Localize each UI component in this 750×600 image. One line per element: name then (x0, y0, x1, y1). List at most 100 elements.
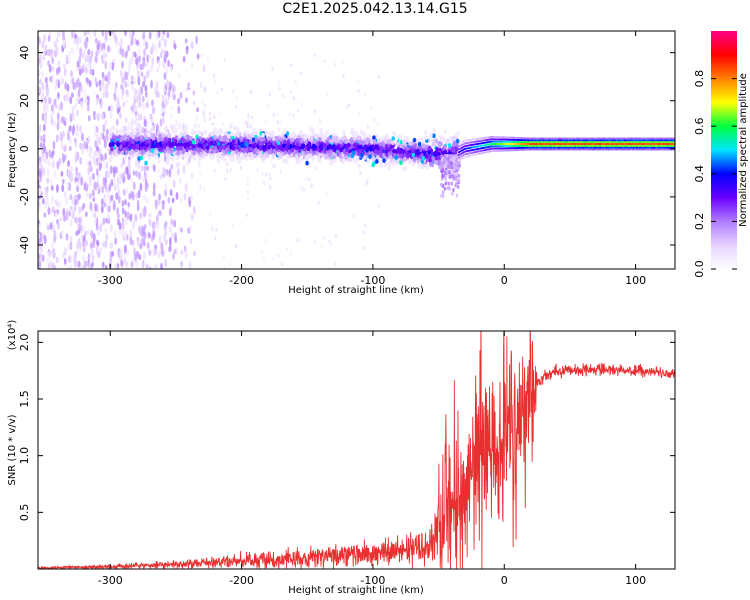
spectrogram-signal-mark (454, 162, 457, 167)
spectrogram-noise-mark (165, 66, 169, 75)
spectrogram-noise-mark (59, 216, 63, 222)
spectrogram-noise-mark (56, 31, 60, 39)
spectrogram-noise-mark (334, 262, 337, 267)
spectrogram-noise-mark (262, 256, 265, 261)
spectrogram-noise-mark (93, 212, 97, 219)
spectrogram-noise-mark (82, 224, 85, 232)
spectrogram-noise-mark (190, 173, 194, 179)
spectrogram-signal-mark (396, 141, 400, 147)
spectrogram-noise-mark (63, 68, 67, 76)
spectrogram-noise-mark (145, 231, 149, 239)
spectrogram-noise-mark (137, 76, 141, 86)
spectrogram-signal-mark (341, 159, 345, 165)
spectrogram-signal-mark (391, 136, 395, 141)
spectrogram-noise-mark (217, 158, 220, 163)
spectrogram-noise-mark (83, 260, 87, 269)
spectrogram-noise-mark (44, 44, 48, 51)
spectrogram-noise-mark (121, 76, 125, 84)
spectrogram-noise-mark (175, 247, 178, 255)
spectrogram-noise-mark (141, 208, 145, 215)
spectrogram-noise-mark (62, 208, 66, 217)
spectrogram-signal-mark (111, 141, 115, 147)
spectrogram-noise-mark (45, 196, 49, 205)
spectrogram-noise-mark (208, 116, 212, 121)
spectrogram-noise-mark (143, 194, 146, 201)
spectrogram-noise-mark (113, 95, 117, 102)
spectrogram-noise-mark (128, 59, 132, 69)
spectrogram-signal-mark (402, 157, 407, 162)
spectrogram-noise-mark (136, 251, 140, 260)
spectrogram-noise-mark (186, 159, 189, 167)
spectrogram-signal-mark (140, 149, 144, 155)
spectrogram-noise-mark (119, 70, 123, 78)
spectrogram-noise-mark (86, 78, 90, 85)
spectrogram-noise-mark (55, 45, 59, 54)
spectrogram-signal-mark (139, 155, 144, 161)
spectrogram-noise-mark (124, 210, 128, 218)
spectrogram-noise-mark (107, 80, 111, 86)
spectrogram-signal-mark (285, 153, 289, 159)
spectrogram-signal-mark (250, 132, 254, 138)
spectrogram-noise-mark (125, 188, 129, 195)
spectrogram-noise-mark (105, 162, 109, 170)
spectrogram-signal-mark (320, 145, 324, 151)
spectrogram-signal-mark (369, 146, 373, 152)
spectrogram-noise-mark (130, 190, 134, 199)
spectrogram-noise-mark (366, 124, 369, 129)
spectrogram-noise-mark (308, 177, 311, 182)
spectrogram-signal-mark (206, 145, 210, 150)
spectrogram-noise-mark (58, 200, 62, 209)
spectrogram-signal-mark (392, 148, 396, 154)
spectrogram-signal-mark (316, 155, 320, 160)
spectrogram-signal-mark (197, 143, 202, 148)
spectrogram-noise-mark (132, 219, 136, 228)
spectrogram-noise-mark (222, 121, 225, 126)
spectrogram-signal-mark (339, 147, 343, 153)
spectrogram-noise-mark (75, 130, 79, 137)
spectrogram-noise-mark (190, 213, 193, 218)
spectrogram-signal-mark (391, 140, 395, 146)
spectrogram-signal-mark (443, 186, 447, 191)
spectrogram-noise-mark (247, 197, 250, 202)
spectrogram-signal-mark (140, 142, 145, 147)
spectrogram-signal-mark (294, 145, 299, 151)
spectrogram-noise-mark (261, 250, 264, 255)
spectrogram-signal-mark (254, 130, 259, 136)
spectrogram-noise-mark (154, 199, 158, 207)
spectrogram-noise-mark (276, 120, 279, 125)
spectrogram-noise-mark (177, 97, 180, 105)
spectrogram-signal-mark (304, 154, 309, 160)
spectrogram-noise-mark (89, 32, 93, 39)
spectrogram-noise-mark (216, 90, 219, 95)
spectrogram-noise-mark (57, 66, 61, 73)
spectrogram-noise-mark (158, 40, 161, 49)
spectrogram-noise-mark (117, 195, 121, 204)
spectrogram-signal-mark (448, 170, 451, 175)
spectrogram-noise-mark (83, 31, 87, 37)
spectrogram-noise-mark (157, 59, 161, 69)
spectrogram-noise-mark (305, 177, 308, 182)
spectrogram-signal-mark (144, 160, 148, 166)
spectrogram-noise-mark (161, 106, 164, 114)
spectrogram-signal-mark (375, 155, 380, 160)
spectrogram-noise-mark (99, 131, 103, 141)
spectrogram-signal-mark (451, 148, 455, 153)
spectrogram-noise-mark (94, 150, 97, 157)
spectrogram-noise-mark (89, 255, 93, 261)
spectrogram-noise-mark (184, 38, 188, 44)
spectrogram-noise-mark (188, 263, 191, 268)
spectrogram-noise-mark (153, 263, 156, 269)
spectrogram-noise-mark (214, 236, 217, 241)
spectrogram-noise-mark (102, 217, 106, 226)
spectrogram-noise-mark (105, 234, 109, 241)
spectrogram-signal-mark (363, 155, 367, 160)
spectrogram-noise-mark (377, 203, 380, 208)
spectrogram-noise-mark (229, 168, 232, 173)
spectrogram-noise-mark (162, 166, 166, 174)
spectrogram-noise-mark (107, 192, 110, 199)
spectrogram-signal-mark (421, 155, 426, 161)
spectrogram-noise-mark (71, 196, 75, 206)
spectrogram-noise-mark (127, 201, 131, 208)
spectrogram-signal-mark (253, 142, 257, 148)
spectrogram-noise-mark (123, 246, 127, 255)
